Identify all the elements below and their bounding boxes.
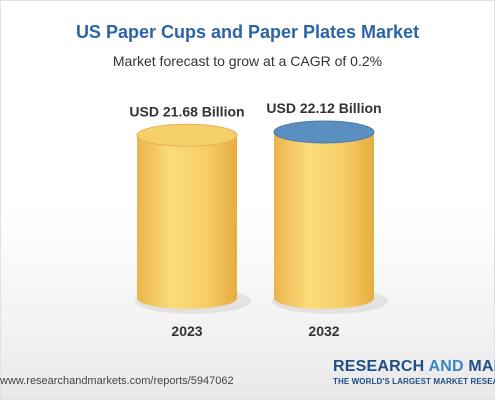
chart-title: US Paper Cups and Paper Plates Market <box>75 22 420 42</box>
bar-2023 <box>137 135 237 309</box>
bar-2032 <box>274 132 374 309</box>
brand-tagline: THE WORLD'S LARGEST MARKET RESEARCH STOR… <box>333 377 495 386</box>
value-label-2023: USD 21.68 Billion <box>129 103 244 119</box>
category-label-2023: 2023 <box>171 323 202 339</box>
bar-top-2023 <box>136 123 238 147</box>
chart-subtitle: Market forecast to grow at a CAGR of 0.2… <box>112 53 383 69</box>
bar-top-2032 <box>273 120 375 144</box>
brand-logo: RESEARCH AND MARKETS THE WORLD'S LARGEST… <box>333 358 495 386</box>
category-label-2032: 2032 <box>308 323 339 339</box>
value-label-2032: USD 22.12 Billion <box>266 100 381 116</box>
source-url: www.researchandmarkets.com/reports/59470… <box>0 375 234 387</box>
brand-name: RESEARCH AND MARKETS <box>333 358 495 375</box>
